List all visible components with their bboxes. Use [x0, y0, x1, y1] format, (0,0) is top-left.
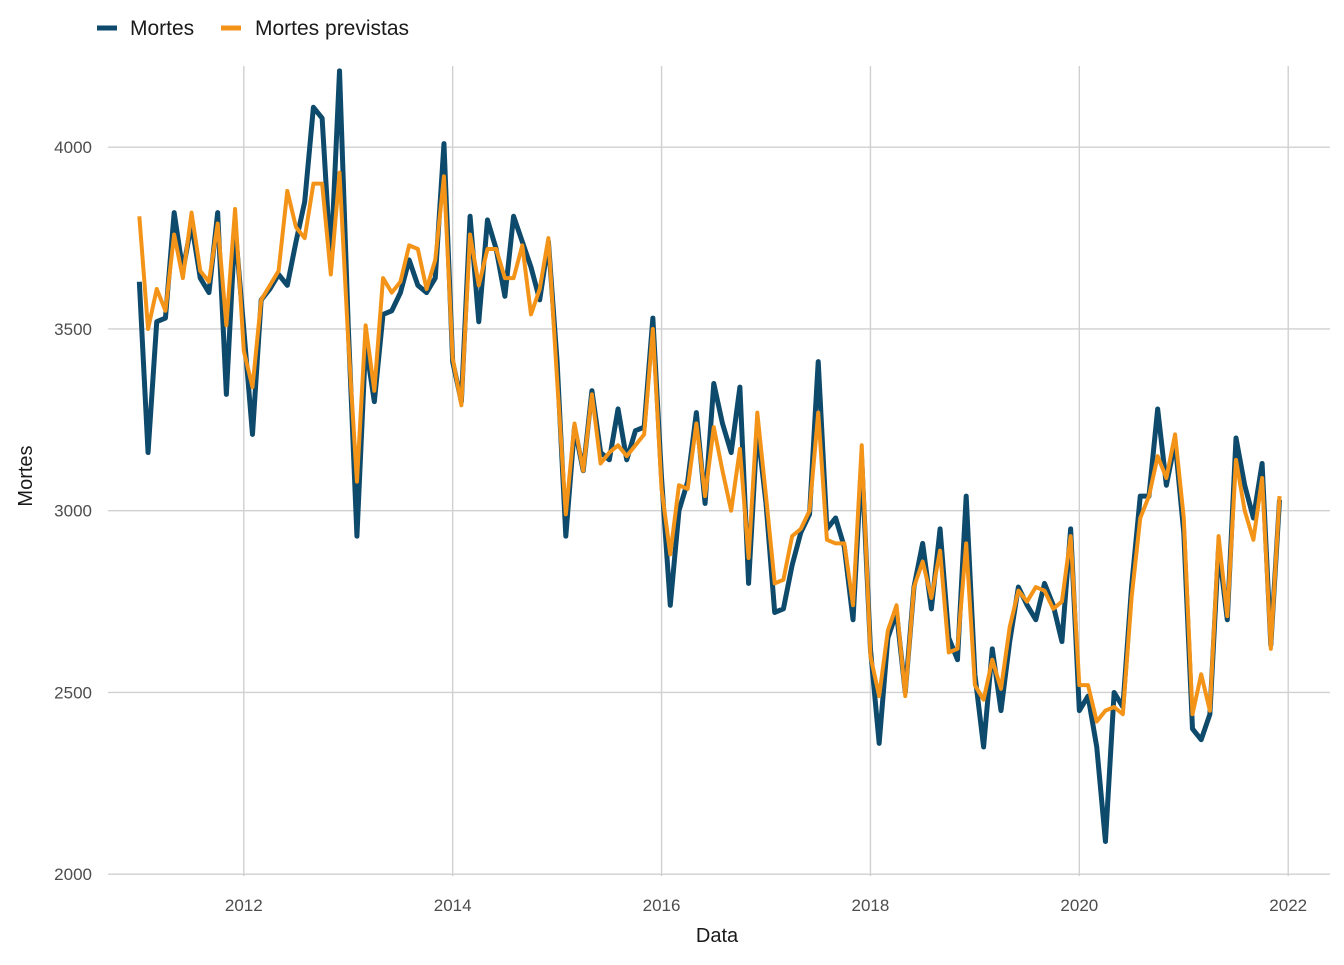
x-axis-title: Data: [696, 925, 739, 947]
y-tick-label: 3000: [54, 502, 92, 521]
y-tick-label: 4000: [54, 138, 92, 157]
x-tick-label: 2022: [1269, 896, 1307, 915]
y-tick-label: 3500: [54, 320, 92, 339]
grid: [108, 66, 1330, 876]
series-lines: [136, 68, 1283, 844]
y-tick-label: 2000: [54, 865, 92, 884]
legend-label-mortes-previstas: Mortes previstas: [255, 17, 409, 40]
y-tick-label: 2500: [54, 683, 92, 702]
legend-label-mortes: Mortes: [130, 17, 194, 40]
series-line-mortes-previstas: [137, 170, 1282, 724]
x-tick-label: 2018: [852, 896, 890, 915]
legend: Mortes Mortes previstas: [97, 17, 409, 40]
x-tick-label: 2012: [225, 896, 263, 915]
x-tick-label: 2016: [643, 896, 681, 915]
y-axis-title: Mortes: [15, 445, 37, 506]
x-tick-label: 2014: [434, 896, 472, 915]
tick-labels: 2012 2014 2016 2018 2020 2022 2000 2500 3000 3500…: [54, 138, 1307, 915]
x-tick-label: 2020: [1060, 896, 1098, 915]
